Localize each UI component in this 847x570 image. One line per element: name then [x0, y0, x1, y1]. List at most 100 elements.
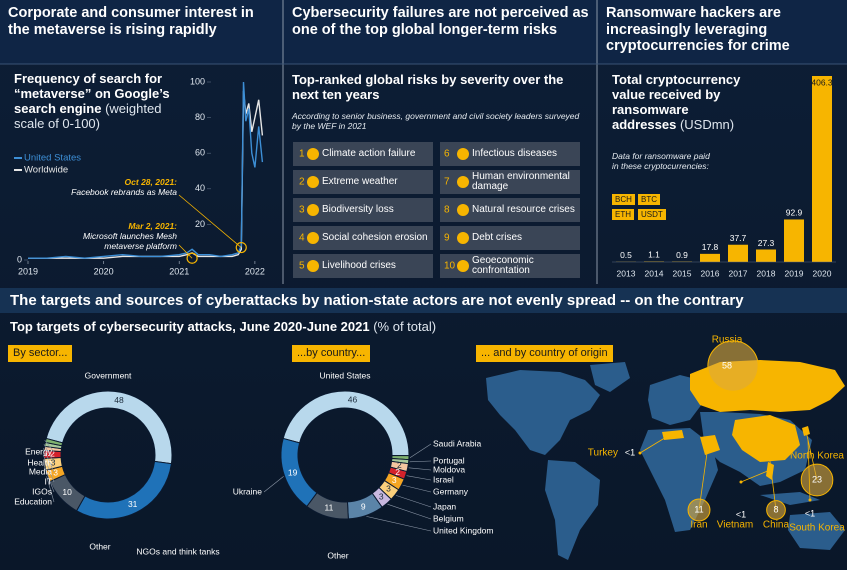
bubble [707, 340, 759, 392]
value-label: 19 [288, 468, 298, 478]
targets-title: Top targets of cybersecurity attacks, Ju… [10, 319, 436, 335]
value-label: 2 [50, 449, 55, 459]
risk-rank: 10 [444, 261, 456, 272]
chart-note: Data for ransomware paid in these crypto… [612, 151, 710, 171]
label-leader [387, 503, 432, 520]
currency-tag: BTC [638, 194, 660, 206]
category-label: United Kingdom [433, 525, 493, 535]
category-label: Portugal [433, 455, 465, 465]
series-line [28, 81, 264, 259]
x-tick-label: 2016 [701, 268, 720, 278]
bubble [766, 500, 786, 520]
risk-icon [307, 232, 319, 244]
label-leader [406, 475, 432, 481]
legend-label: United States [24, 153, 81, 164]
category-label: Saudi Arabia [433, 438, 481, 448]
continent [486, 370, 600, 455]
label-leader [408, 467, 432, 471]
continent [760, 492, 820, 505]
value-label: 58 [722, 360, 732, 370]
risks-title: Top-ranked global risks by severity over… [292, 72, 564, 102]
risk-rank: 7 [444, 177, 450, 188]
label-leader [409, 443, 432, 458]
category-label: Other [89, 541, 110, 551]
title: Total cryptocurrency value received by r… [612, 72, 741, 132]
annotation-date: Oct 28, 2021: [124, 177, 177, 187]
value-label: 31 [128, 499, 138, 509]
risk-label: Human environmental damage [472, 171, 570, 192]
label-leader [402, 484, 432, 493]
highlight-country [732, 415, 800, 462]
value-label: 92.9 [786, 208, 803, 218]
category-label: Germany [433, 486, 469, 496]
section-title: The targets and sources of cyberattacks … [10, 292, 744, 309]
continent [545, 460, 600, 560]
value-label: <1 [805, 508, 815, 518]
value-label: 23 [812, 474, 822, 484]
annotation-leader [178, 244, 193, 259]
world-map [486, 360, 845, 560]
value-label: 2 [395, 467, 400, 477]
label-leader [366, 516, 432, 532]
header-strip [0, 0, 847, 64]
category-label: Energy [25, 446, 53, 456]
value-label: 1.1 [648, 250, 660, 260]
risk-icon [457, 232, 469, 244]
section-banner [0, 288, 847, 313]
highlight-country [700, 435, 720, 455]
value-label: 3 [392, 475, 397, 485]
category-label: IT [44, 476, 52, 486]
category-label: Moldova [433, 464, 465, 474]
value-label: 406.3 [811, 77, 833, 87]
category-label: Japan [433, 501, 456, 511]
y-tick-label: 40 [195, 183, 205, 193]
value-label: 8 [773, 504, 778, 514]
risk-rank: 6 [444, 149, 450, 160]
category-label: NGOs and think tanks [136, 546, 219, 556]
continent [788, 512, 845, 550]
value-label: 9 [361, 502, 366, 512]
bar [812, 76, 832, 262]
risk-icon [457, 260, 469, 272]
risk-label: Debt crises [472, 232, 523, 243]
category-label: Belgium [433, 513, 464, 523]
chart-title: Frequency of search for “metaverse” on G… [14, 71, 179, 132]
risk-rank: 1 [299, 149, 305, 160]
value-label: 17.8 [702, 242, 719, 252]
x-tick-label: 2021 [169, 266, 189, 276]
category-label: Israel [433, 474, 454, 484]
bar [756, 249, 776, 262]
annotation-text: Facebook rebrands as Meta [71, 186, 177, 197]
value-label: 48 [114, 395, 124, 405]
label-leader [44, 439, 55, 453]
category-label: Government [85, 370, 132, 380]
risk-label: Geoeconomic confrontation [472, 255, 534, 276]
category-label: Media [29, 466, 52, 476]
country-label: North Korea [790, 451, 844, 462]
value-label: <1 [736, 509, 746, 519]
value-label: <1 [625, 447, 635, 457]
label-leader [263, 476, 284, 493]
x-tick-label: 2013 [617, 268, 636, 278]
risk-label: Biodiversity loss [322, 204, 394, 215]
currency-tag: ETH [612, 209, 634, 221]
annotation-marker [235, 241, 247, 254]
value-label: 3 [51, 457, 56, 467]
country-label: South Korea [789, 523, 845, 534]
value-label: 10 [62, 487, 72, 497]
risk-rank: 8 [444, 205, 450, 216]
value-label: 3 [386, 484, 391, 494]
panel-header: Ransomware hackers are increasingly leve… [606, 5, 790, 55]
risk-icon [307, 204, 319, 216]
x-tick-label: 2014 [645, 268, 664, 278]
country-label: China [763, 520, 790, 531]
risk-rank: 2 [299, 177, 305, 188]
chart-label: By sector... [8, 345, 73, 362]
country-label: Vietnam [717, 520, 754, 531]
risk-rank: 4 [299, 233, 305, 244]
annotation-marker [186, 252, 198, 264]
highlight-country [662, 430, 684, 440]
chart-label: ...by country... [292, 345, 371, 362]
currency-tag: BCH [612, 194, 635, 206]
